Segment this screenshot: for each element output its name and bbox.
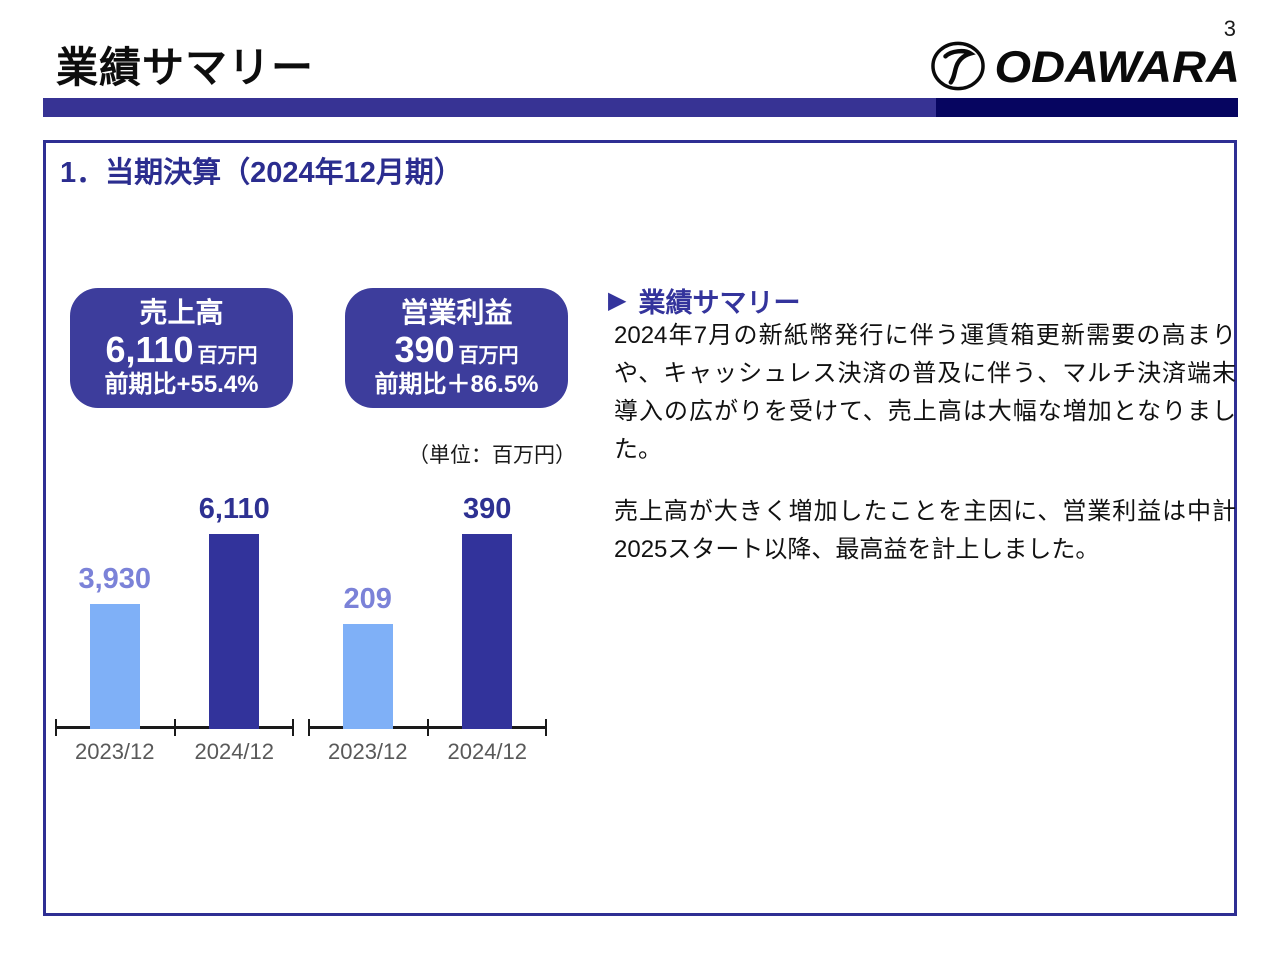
stat-title: 営業利益 <box>400 296 513 328</box>
header-bar-left-segment <box>43 98 936 117</box>
summary-heading: ▶ 業績サマリー <box>608 281 800 320</box>
axis-tick <box>545 719 547 736</box>
bar-2023/12 <box>89 604 140 729</box>
bar-2024/12 <box>209 534 260 729</box>
stat-change: 前期比＋86.5% <box>374 371 539 398</box>
stat-unit: 百万円 <box>197 345 258 368</box>
summary-paragraph-2: 売上高が大きく増加したことを主因に、営業利益は中計2025スタート以降、最高益を… <box>614 498 1236 563</box>
bar-value-label: 3,930 <box>78 563 152 595</box>
x-axis-label: 2024/12 <box>447 739 528 764</box>
bar-chart-sales: 3,930 2023/12 6,110 2024/12 <box>55 493 294 789</box>
bar-chart-operating-profit: 209 2023/12 390 2024/12 <box>308 493 547 789</box>
x-axis-label: 2023/12 <box>74 739 155 764</box>
axis-tick <box>173 719 176 736</box>
slide-title: 業績サマリー <box>56 44 315 91</box>
stat-value: 6,110 <box>105 329 194 371</box>
chart-unit-note: （単位：百万円） <box>408 444 576 467</box>
header-bar-right-segment <box>936 98 1238 117</box>
bar-value-label: 6,110 <box>198 493 270 525</box>
summary-paragraph-1: 2024年7月の新紙幣発行に伴う運賃箱更新需要の高まりや、キャッシュレス決済の普… <box>614 322 1236 463</box>
stat-value-line: 390 百万円 <box>394 330 518 370</box>
header-divider-bar <box>43 98 1238 117</box>
logo-wordmark: ODAWARA <box>994 40 1240 92</box>
stat-value: 390 <box>394 329 455 371</box>
logo-ellipse-icon <box>930 41 985 91</box>
bar-2023/12 <box>342 624 393 729</box>
bar-value-label: 390 <box>463 493 512 525</box>
stat-box-sales: 売上高 6,110 百万円 前期比+55.4% <box>70 288 293 408</box>
stat-unit: 百万円 <box>458 345 519 368</box>
company-logo: ODAWARA <box>929 40 1240 92</box>
page-number: 3 <box>1223 16 1236 41</box>
stat-change: 前期比+55.4% <box>104 371 259 398</box>
stat-value-line: 6,110 百万円 <box>105 330 257 370</box>
axis-tick <box>55 719 57 736</box>
bar-2024/12 <box>462 534 513 729</box>
axis-tick <box>292 719 294 736</box>
x-axis-label: 2023/12 <box>327 739 408 764</box>
pointer-icon: ▶ <box>608 287 627 314</box>
x-axis-label: 2024/12 <box>194 739 275 764</box>
stat-title: 売上高 <box>139 296 224 328</box>
content-box: 1．当期決算（2024年12月期） 売上高 6,110 百万円 前期比+55.4%… <box>43 140 1237 916</box>
section-title: 1．当期決算（2024年12月期） <box>60 157 463 189</box>
stat-box-operating-profit: 営業利益 390 百万円 前期比＋86.5% <box>345 288 568 408</box>
axis-tick <box>308 719 310 736</box>
summary-heading-label: 業績サマリー <box>638 288 801 318</box>
bar-value-label: 209 <box>343 583 392 615</box>
axis-tick <box>426 719 429 736</box>
